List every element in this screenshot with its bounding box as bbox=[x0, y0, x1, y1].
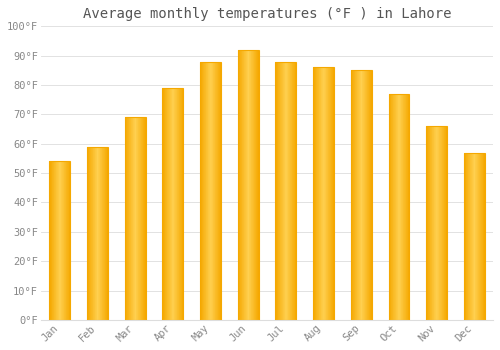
Bar bbox=[313, 68, 334, 320]
Bar bbox=[426, 126, 447, 320]
Bar bbox=[200, 62, 221, 320]
Bar bbox=[351, 70, 372, 320]
Bar bbox=[125, 117, 146, 320]
Bar bbox=[162, 88, 183, 320]
Bar bbox=[464, 153, 484, 320]
Bar bbox=[50, 161, 70, 320]
Bar bbox=[238, 50, 258, 320]
Bar bbox=[388, 94, 409, 320]
Bar bbox=[87, 147, 108, 320]
Title: Average monthly temperatures (°F ) in Lahore: Average monthly temperatures (°F ) in La… bbox=[83, 7, 452, 21]
Bar bbox=[276, 62, 296, 320]
